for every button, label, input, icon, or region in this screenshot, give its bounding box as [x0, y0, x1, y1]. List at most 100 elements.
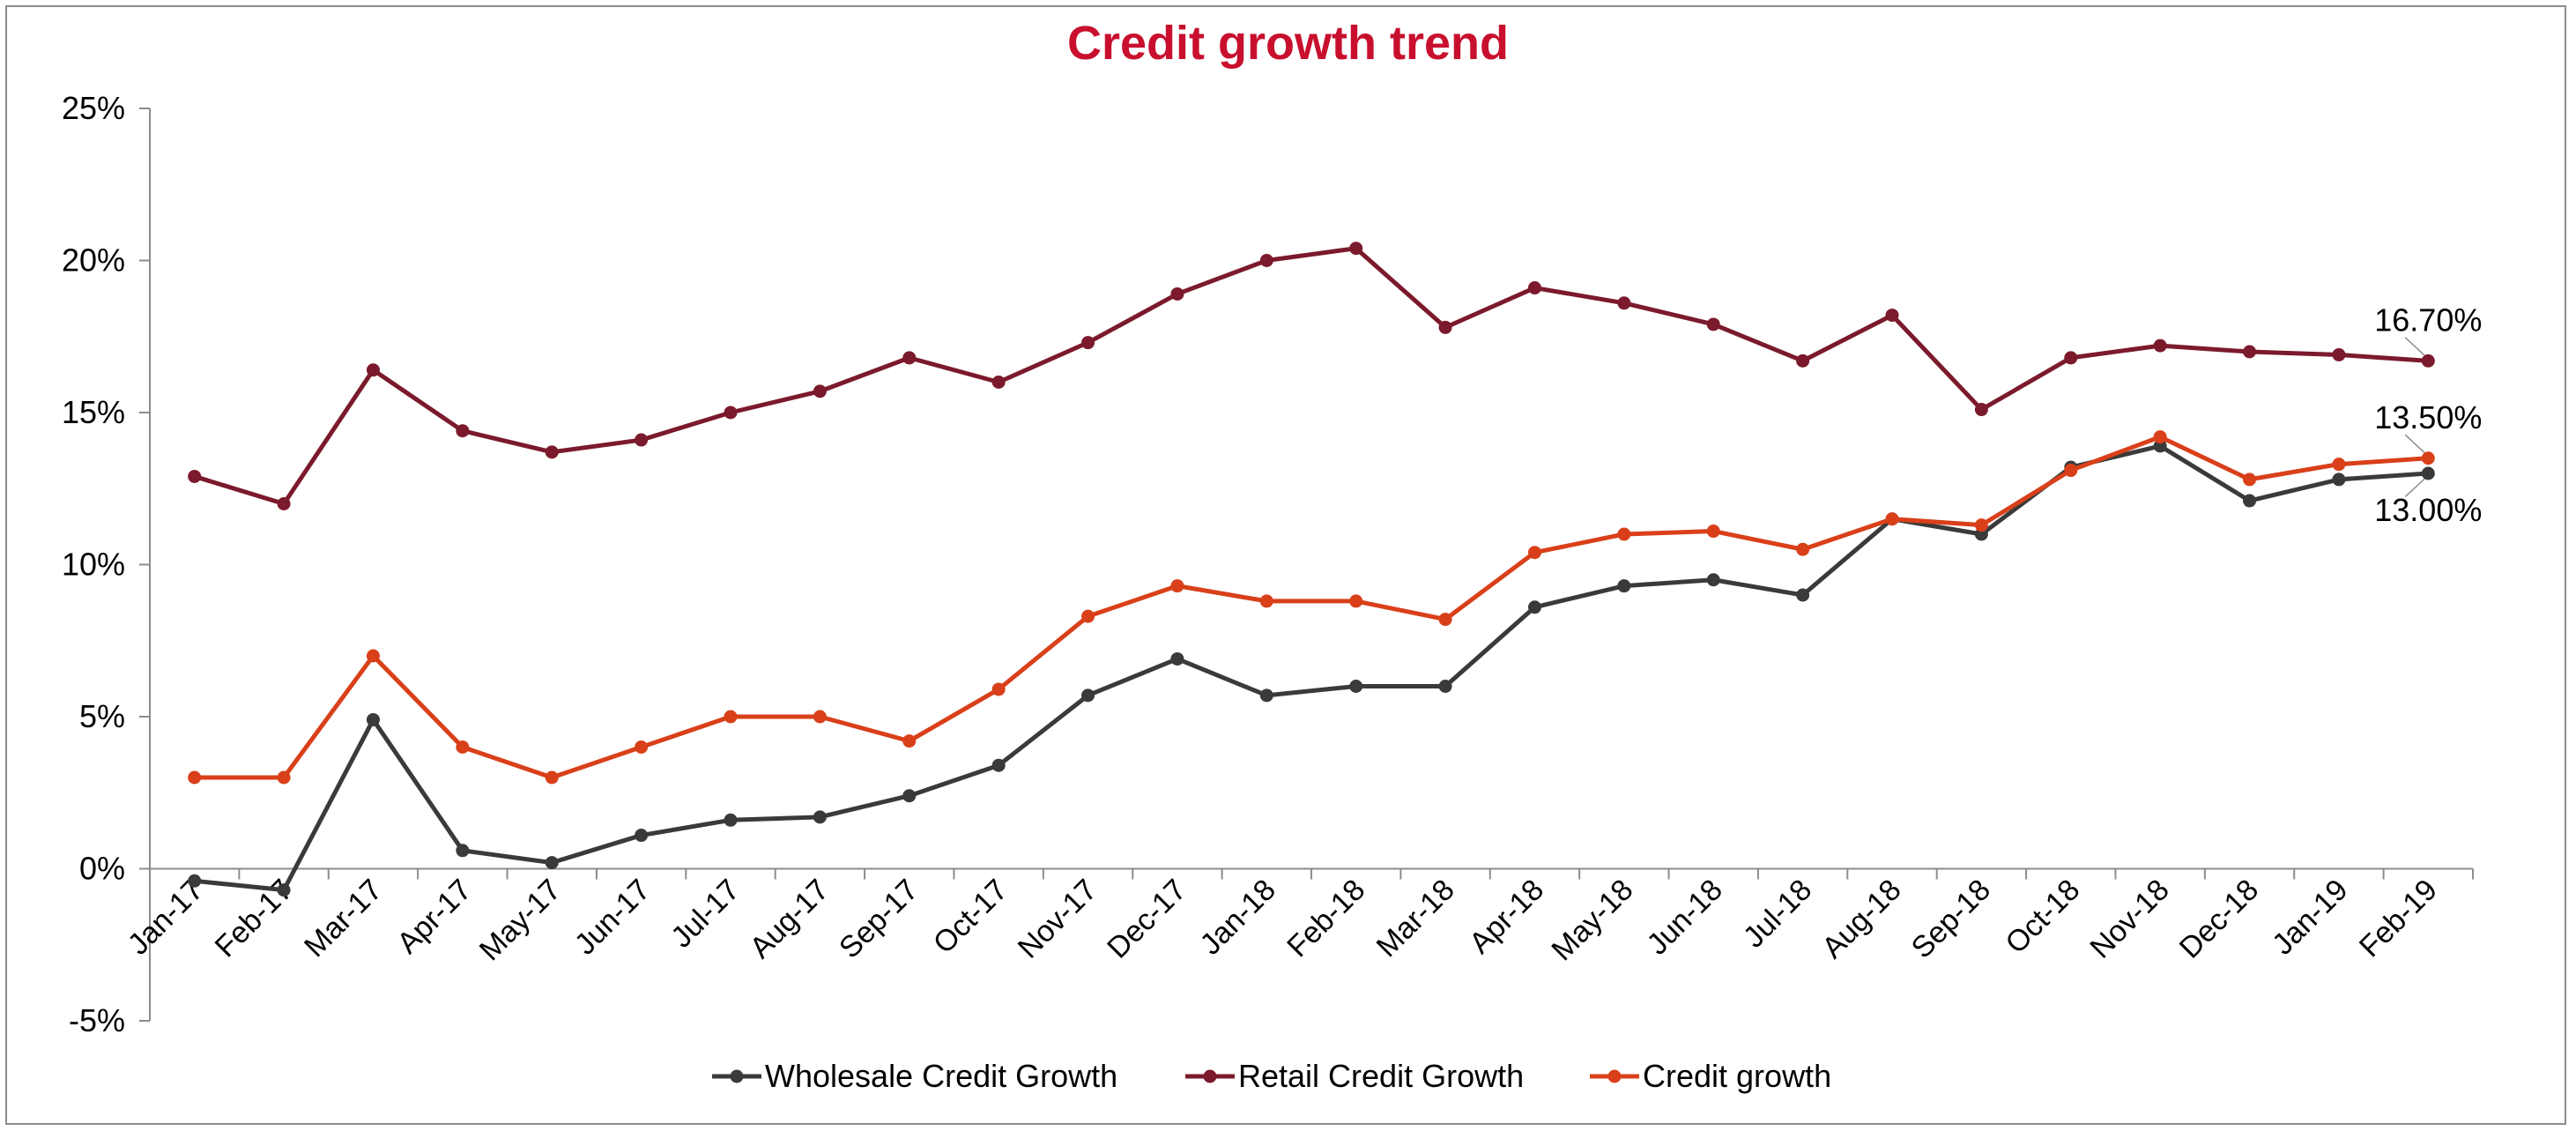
x-tick-label: Dec-18 — [2173, 873, 2265, 964]
data-point — [813, 810, 827, 824]
data-point — [1438, 320, 1452, 334]
data-point — [724, 813, 738, 827]
legend-swatch-marker — [730, 1069, 744, 1083]
annotation-leader — [2404, 478, 2425, 497]
x-tick-label: Feb-19 — [2353, 873, 2444, 964]
annotation-leader — [2404, 434, 2425, 454]
data-point — [2332, 347, 2346, 361]
legend-label: Credit growth — [1643, 1058, 1831, 1094]
data-point — [2064, 464, 2078, 478]
data-point — [902, 351, 917, 365]
x-tick-label: Aug-18 — [1815, 873, 1907, 964]
data-point — [1170, 579, 1184, 593]
x-tick-label: Jun-17 — [568, 873, 657, 961]
data-point — [2421, 466, 2435, 480]
data-point — [1349, 242, 1363, 256]
y-tick-label: 20% — [62, 242, 125, 279]
x-tick-label: Jul-17 — [664, 873, 746, 954]
x-tick-label: Oct-18 — [1999, 873, 2086, 960]
data-point — [2243, 472, 2257, 487]
annotation-leader — [2404, 337, 2425, 356]
x-tick-label: Aug-17 — [744, 873, 835, 964]
data-point — [366, 363, 380, 377]
data-point — [2421, 451, 2435, 465]
data-point — [1885, 309, 1899, 323]
data-point — [1527, 281, 1541, 295]
legend-swatch-marker — [1203, 1069, 1217, 1083]
x-tick-label: Apr-18 — [1463, 873, 1550, 960]
x-tick-label: Jun-18 — [1641, 873, 1729, 961]
data-point — [1706, 317, 1720, 331]
data-point — [2332, 458, 2346, 472]
data-point — [188, 874, 202, 888]
x-tick-label: Dec-17 — [1101, 873, 1192, 964]
data-point — [1438, 613, 1452, 627]
x-tick-label: Sep-18 — [1905, 873, 1997, 964]
data-point — [366, 712, 380, 726]
x-tick-label: Jul-18 — [1737, 873, 1818, 954]
x-tick-label: Mar-17 — [298, 873, 389, 964]
data-point — [2421, 353, 2435, 368]
x-tick-label: Oct-17 — [927, 873, 1014, 960]
data-point — [366, 649, 380, 663]
chart-frame — [5, 5, 2566, 1125]
data-point — [188, 469, 202, 483]
data-point — [1974, 527, 1988, 541]
chart-title: Credit growth trend — [1067, 17, 1509, 70]
data-point — [1081, 688, 1095, 703]
data-point — [1259, 594, 1273, 608]
data-point — [1617, 527, 1631, 541]
x-tick-label: Sep-17 — [833, 873, 924, 964]
x-tick-label: May-17 — [473, 873, 568, 967]
y-tick-label: 10% — [62, 547, 125, 583]
data-point — [724, 710, 738, 724]
data-point — [1706, 525, 1720, 539]
data-point — [1974, 518, 1988, 532]
data-point — [2153, 430, 2167, 444]
data-point — [456, 424, 470, 438]
data-point — [2243, 494, 2257, 508]
data-point — [277, 883, 291, 897]
data-point — [545, 770, 559, 785]
data-point — [1974, 403, 1988, 417]
series-line-2 — [193, 246, 2429, 506]
data-point — [277, 497, 291, 510]
y-tick-label: 5% — [79, 698, 125, 734]
legend-label: Retail Credit Growth — [1238, 1058, 1524, 1094]
data-point — [456, 740, 470, 754]
data-point — [545, 445, 559, 459]
data-point — [456, 844, 470, 858]
data-point — [1259, 254, 1273, 267]
series-line-1 — [194, 443, 2429, 893]
data-point — [813, 710, 827, 724]
data-point — [1796, 588, 1810, 602]
legend-label: Wholesale Credit Growth — [765, 1058, 1117, 1094]
x-tick-label: Nov-18 — [2083, 873, 2175, 964]
x-tick-label: May-18 — [1545, 873, 1639, 967]
series-line-3 — [194, 435, 2429, 780]
x-tick-label: Jan-18 — [1194, 873, 1282, 961]
data-label: 13.50% — [2374, 399, 2482, 435]
legend-swatch-marker — [1607, 1069, 1622, 1083]
data-point — [188, 770, 202, 785]
data-point — [902, 734, 917, 748]
data-point — [724, 406, 738, 420]
data-point — [1796, 542, 1810, 556]
data-point — [1706, 573, 1720, 587]
y-tick-label: 25% — [62, 90, 125, 126]
data-point — [2153, 339, 2167, 353]
data-point — [545, 856, 559, 870]
x-tick-label: Apr-17 — [390, 873, 478, 960]
data-point — [635, 829, 649, 843]
data-point — [1259, 688, 1273, 703]
x-tick-label: Feb-18 — [1281, 873, 1371, 964]
data-point — [2064, 351, 2078, 365]
data-point — [991, 376, 1006, 389]
data-point — [1081, 609, 1095, 623]
data-point — [635, 740, 649, 754]
data-point — [991, 682, 1006, 696]
data-point — [1617, 579, 1631, 593]
data-label: 13.00% — [2374, 492, 2482, 528]
data-label: 16.70% — [2374, 301, 2482, 338]
